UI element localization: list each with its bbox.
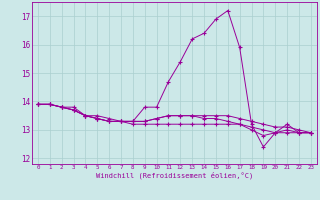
X-axis label: Windchill (Refroidissement éolien,°C): Windchill (Refroidissement éolien,°C) bbox=[96, 172, 253, 179]
